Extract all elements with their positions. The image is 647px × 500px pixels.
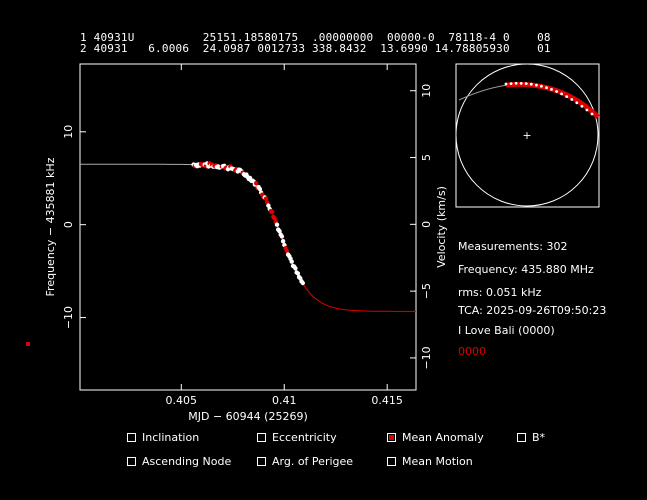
checkbox-mean-anomaly[interactable]: Mean Anomaly [387,431,484,444]
sky-track-point [590,112,594,116]
status-marker [26,342,30,346]
y2-tick-label: −10 [420,346,433,369]
checkbox-eccentricity-label: Eccentricity [272,431,337,444]
checkbox-eccentricity[interactable]: Eccentricity [257,431,337,444]
sky-track-point [524,82,528,85]
sky-track-point [560,92,563,96]
measurement-point [300,280,305,286]
measurement-point [254,181,259,186]
fit-curve-after [302,283,416,312]
checkbox-arg-of-perigee-box[interactable] [257,457,266,466]
x-axis-label: MJD − 60944 (25269) [188,410,307,423]
sky-track-point [585,108,589,112]
y-axis-label: Frequency − 435881 kHz [44,157,57,296]
sky-track-point [535,83,538,87]
sky-track-faint [458,84,509,101]
sky-track-point [529,82,533,86]
sky-track-point [540,84,543,88]
checkbox-ascending-node-box[interactable] [127,457,136,466]
zenith-marker: + [522,129,531,142]
checkbox-inclination-label: Inclination [142,431,200,444]
checkbox-mean-motion-box[interactable] [387,457,396,466]
sky-track-point [570,98,574,101]
x-tick-label: 0.405 [166,394,198,407]
main-plot-frame [79,63,417,391]
y-tick-label: −10 [62,306,75,329]
y2-tick-label: −5 [420,283,433,299]
y2-tick-label: 0 [420,221,433,228]
y2-axis-label: Velocity (km/s) [435,186,448,268]
y-tick-label: 0 [62,221,75,228]
x-tick-label: 0.415 [371,394,403,407]
checkbox-bstar-label: B* [532,431,546,444]
checkbox-bstar-box[interactable] [517,433,526,442]
y2-tick-label: 5 [420,154,433,161]
checkbox-arg-of-perigee[interactable]: Arg. of Perigee [257,455,353,468]
sky-track-point [550,88,553,91]
sky-track-point [545,86,548,90]
checkbox-eccentricity-box[interactable] [257,433,266,442]
tle-line-2: 2 40931 6.0006 24.0987 0012733 338.8432 … [80,42,551,55]
checkbox-mean-anomaly-box[interactable] [387,433,396,442]
sky-track-point [565,95,569,98]
measurement-point [280,239,286,244]
checkbox-ascending-node-label: Ascending Node [142,455,232,468]
measurements-count: Measurements: 302 [458,240,568,253]
frequency-value: Frequency: 435.880 MHz [458,263,594,276]
horizon-circle [455,63,599,207]
site-name: I Love Bali (0000) [458,324,555,337]
sky-track-point [519,82,523,85]
checkbox-inclination-box[interactable] [127,433,136,442]
sky-track-point [555,90,558,93]
y-tick-label: 10 [62,125,75,139]
measurement-point [263,196,269,201]
x-tick-label: 0.41 [272,394,297,407]
measurement-point [279,234,285,239]
checkbox-inclination[interactable]: Inclination [127,431,199,444]
checkbox-arg-of-perigee-label: Arg. of Perigee [272,455,354,468]
tca-value: TCA: 2025-09-26T09:50:23 [458,304,607,317]
measurement-point [274,222,280,227]
measurement-point [266,203,271,208]
checkbox-mean-motion-label: Mean Motion [402,455,473,468]
measurement-point [289,259,294,264]
checkbox-mean-motion[interactable]: Mean Motion [387,455,473,468]
sky-track-point [575,101,579,105]
measurement-point [272,216,277,221]
checkbox-ascending-node[interactable]: Ascending Node [127,455,231,468]
site-code: 0000 [458,345,486,358]
measurement-point [257,186,263,192]
sky-track-point [509,82,513,85]
checkbox-mean-anomaly-label: Mean Anomaly [402,431,484,444]
measurement-point [277,228,282,234]
sky-track-point [504,82,508,86]
measurement-point [269,209,275,214]
checkbox-bstar[interactable]: B* [517,431,545,444]
tle-line-1: 1 40931U 25151.18580175 .00000000 00000-… [80,31,551,44]
sky-track-point [514,81,518,85]
measurement-point [284,248,289,254]
rms-value: rms: 0.051 kHz [458,286,542,299]
fit-curve-measured [193,164,304,284]
measurement-point [295,271,301,276]
measurement-point [293,266,298,271]
sky-track-point [580,104,584,108]
y2-tick-label: 10 [420,84,433,98]
